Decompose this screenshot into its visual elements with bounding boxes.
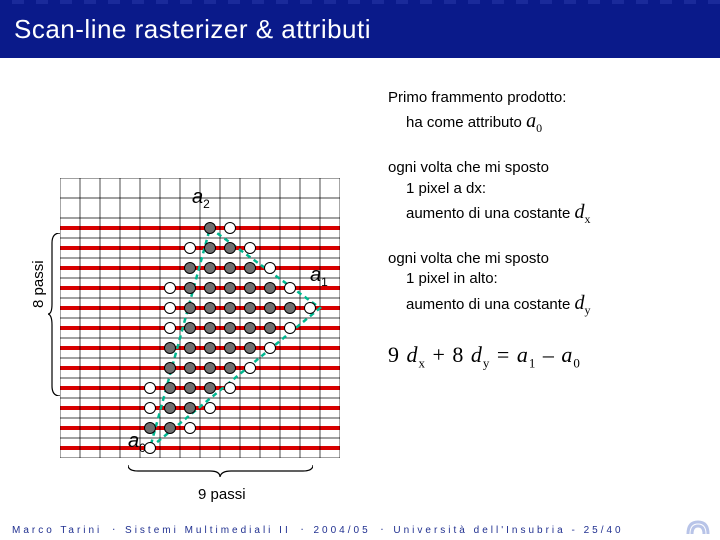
footer-course: Sistemi Multimediali II	[125, 525, 291, 536]
university-logo-icon	[682, 514, 714, 538]
vertex-a1-label: a1	[310, 264, 328, 289]
explanation-column: Primo frammento prodotto: ha come attrib…	[388, 88, 710, 372]
title-bar: Scan-line rasterizer & attributi	[0, 0, 720, 58]
vertex-a0-label: a0	[128, 430, 146, 455]
page-title: Scan-line rasterizer & attributi	[0, 0, 720, 45]
para-first-fragment: Primo frammento prodotto: ha come attrib…	[388, 88, 710, 136]
rasterizer-diagram	[60, 178, 340, 458]
para-move-up: ogni volta che mi sposto 1 pixel in alto…	[388, 249, 710, 318]
footer-university: Università dell'Insubria	[393, 525, 565, 536]
footer-year: 2004/05	[313, 525, 370, 536]
footer: Marco Tarini ‧ Sistemi Multimediali II ‧…	[0, 525, 720, 536]
vertical-steps-label: 8 passi	[30, 260, 47, 308]
para-move-right: ogni volta che mi sposto 1 pixel a dx: a…	[388, 158, 710, 227]
footer-author: Marco Tarini	[12, 525, 102, 536]
equation: 9 dx + 8 dy = a1 – a0	[388, 340, 710, 372]
horizontal-brace	[128, 463, 313, 477]
content-area: 8 passi a2 a1 a0 9 passi Primo frammento…	[0, 58, 720, 512]
horizontal-steps-label: 9 passi	[198, 486, 246, 503]
vertex-a2-label: a2	[192, 186, 210, 211]
footer-page: 25/40	[584, 525, 624, 536]
diagram-svg	[60, 178, 340, 458]
